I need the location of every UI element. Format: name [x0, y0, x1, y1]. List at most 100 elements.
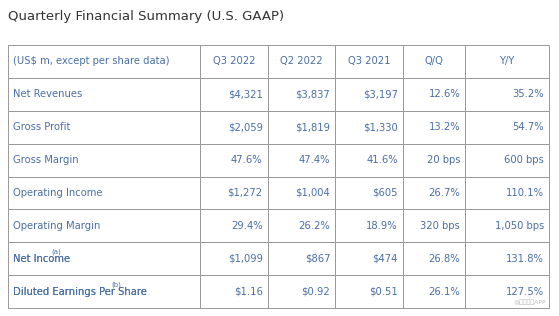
Text: Q3 2021: Q3 2021: [348, 57, 390, 66]
Text: @智通财经APP: @智通财经APP: [513, 299, 546, 305]
Text: 127.5%: 127.5%: [506, 287, 544, 296]
Text: $1,819: $1,819: [295, 122, 330, 132]
Bar: [8, 275, 200, 308]
Text: 47.4%: 47.4%: [299, 155, 330, 165]
Text: $4,321: $4,321: [228, 89, 263, 99]
Bar: [200, 111, 268, 144]
Bar: [465, 111, 549, 144]
Bar: [268, 111, 335, 144]
Bar: [335, 210, 403, 242]
Text: 54.7%: 54.7%: [513, 122, 544, 132]
Text: 26.2%: 26.2%: [299, 221, 330, 231]
Text: Q2 2022: Q2 2022: [280, 57, 323, 66]
Text: 26.1%: 26.1%: [428, 287, 460, 296]
Text: $474: $474: [372, 254, 398, 264]
Bar: [403, 111, 465, 144]
Text: $1.16: $1.16: [234, 287, 263, 296]
Text: $0.51: $0.51: [369, 287, 398, 296]
Bar: [403, 78, 465, 111]
Text: 12.6%: 12.6%: [428, 89, 460, 99]
Text: Net Revenues: Net Revenues: [13, 89, 82, 99]
Bar: [465, 210, 549, 242]
Text: 26.8%: 26.8%: [429, 254, 460, 264]
Bar: [8, 45, 200, 78]
Bar: [403, 210, 465, 242]
Bar: [335, 144, 403, 177]
Text: Gross Profit: Gross Profit: [13, 122, 70, 132]
Text: 26.7%: 26.7%: [428, 188, 460, 198]
Bar: [268, 45, 335, 78]
Bar: [335, 275, 403, 308]
Text: Q3 2022: Q3 2022: [212, 57, 255, 66]
Text: Net Income: Net Income: [13, 254, 70, 264]
Text: $3,197: $3,197: [363, 89, 398, 99]
Bar: [335, 111, 403, 144]
Bar: [268, 144, 335, 177]
Text: $2,059: $2,059: [228, 122, 263, 132]
Text: 110.1%: 110.1%: [506, 188, 544, 198]
Bar: [268, 210, 335, 242]
Text: 35.2%: 35.2%: [513, 89, 544, 99]
Bar: [335, 177, 403, 210]
Bar: [335, 242, 403, 275]
Text: $867: $867: [305, 254, 330, 264]
Bar: [403, 275, 465, 308]
Bar: [465, 242, 549, 275]
Bar: [335, 78, 403, 111]
Text: 131.8%: 131.8%: [506, 254, 544, 264]
Text: $1,330: $1,330: [363, 122, 398, 132]
Text: 18.9%: 18.9%: [366, 221, 398, 231]
Text: $1,272: $1,272: [228, 188, 263, 198]
Bar: [8, 144, 200, 177]
Bar: [200, 45, 268, 78]
Text: 41.6%: 41.6%: [366, 155, 398, 165]
Text: $3,837: $3,837: [296, 89, 330, 99]
Text: (US$ m, except per share data): (US$ m, except per share data): [13, 57, 169, 66]
Text: 20 bps: 20 bps: [427, 155, 460, 165]
Text: Operating Margin: Operating Margin: [13, 221, 101, 231]
Bar: [403, 45, 465, 78]
Bar: [200, 242, 268, 275]
Text: (a): (a): [51, 248, 61, 255]
Bar: [8, 177, 200, 210]
Text: Diluted Earnings Per Share: Diluted Earnings Per Share: [13, 287, 147, 296]
Bar: [200, 275, 268, 308]
Text: 600 bps: 600 bps: [504, 155, 544, 165]
Text: 47.6%: 47.6%: [231, 155, 263, 165]
Text: 320 bps: 320 bps: [420, 221, 460, 231]
Text: $1,099: $1,099: [228, 254, 263, 264]
Bar: [465, 78, 549, 111]
Bar: [200, 177, 268, 210]
Bar: [200, 78, 268, 111]
Bar: [465, 177, 549, 210]
Bar: [200, 144, 268, 177]
Bar: [403, 242, 465, 275]
Text: Gross Margin: Gross Margin: [13, 155, 79, 165]
Bar: [8, 111, 200, 144]
Text: $1,004: $1,004: [296, 188, 330, 198]
Bar: [200, 210, 268, 242]
Bar: [8, 210, 200, 242]
Bar: [8, 242, 200, 275]
Text: (b): (b): [111, 281, 121, 288]
Bar: [335, 45, 403, 78]
Bar: [465, 45, 549, 78]
Bar: [403, 144, 465, 177]
Text: 13.2%: 13.2%: [429, 122, 460, 132]
Bar: [268, 78, 335, 111]
Text: 29.4%: 29.4%: [231, 221, 263, 231]
Text: Diluted Earnings Per Share: Diluted Earnings Per Share: [13, 287, 147, 296]
Bar: [268, 242, 335, 275]
Bar: [403, 177, 465, 210]
Bar: [8, 78, 200, 111]
Text: 1,050 bps: 1,050 bps: [495, 221, 544, 231]
Bar: [268, 177, 335, 210]
Text: Operating Income: Operating Income: [13, 188, 102, 198]
Text: Quarterly Financial Summary (U.S. GAAP): Quarterly Financial Summary (U.S. GAAP): [8, 10, 284, 23]
Bar: [465, 275, 549, 308]
Text: Net Income: Net Income: [13, 254, 70, 264]
Bar: [465, 144, 549, 177]
Text: Q/Q: Q/Q: [425, 57, 443, 66]
Text: $0.92: $0.92: [301, 287, 330, 296]
Text: Y/Y: Y/Y: [499, 57, 515, 66]
